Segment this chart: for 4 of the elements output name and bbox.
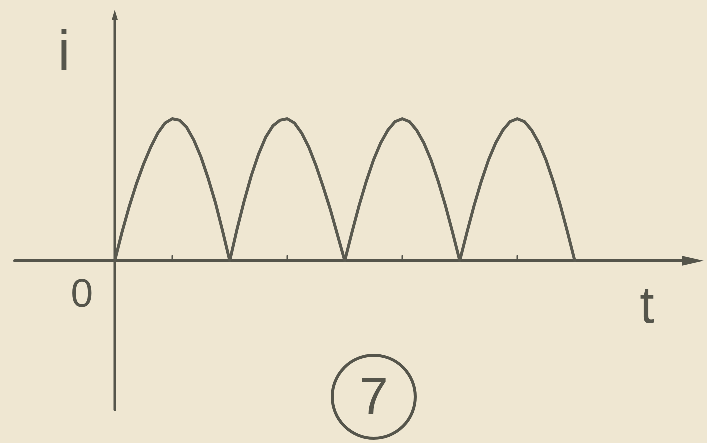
x-axis-title: t xyxy=(640,277,654,335)
y-axis-title: i xyxy=(58,19,70,82)
circle-outline: 7 xyxy=(331,354,417,440)
text: 0 xyxy=(71,272,94,316)
